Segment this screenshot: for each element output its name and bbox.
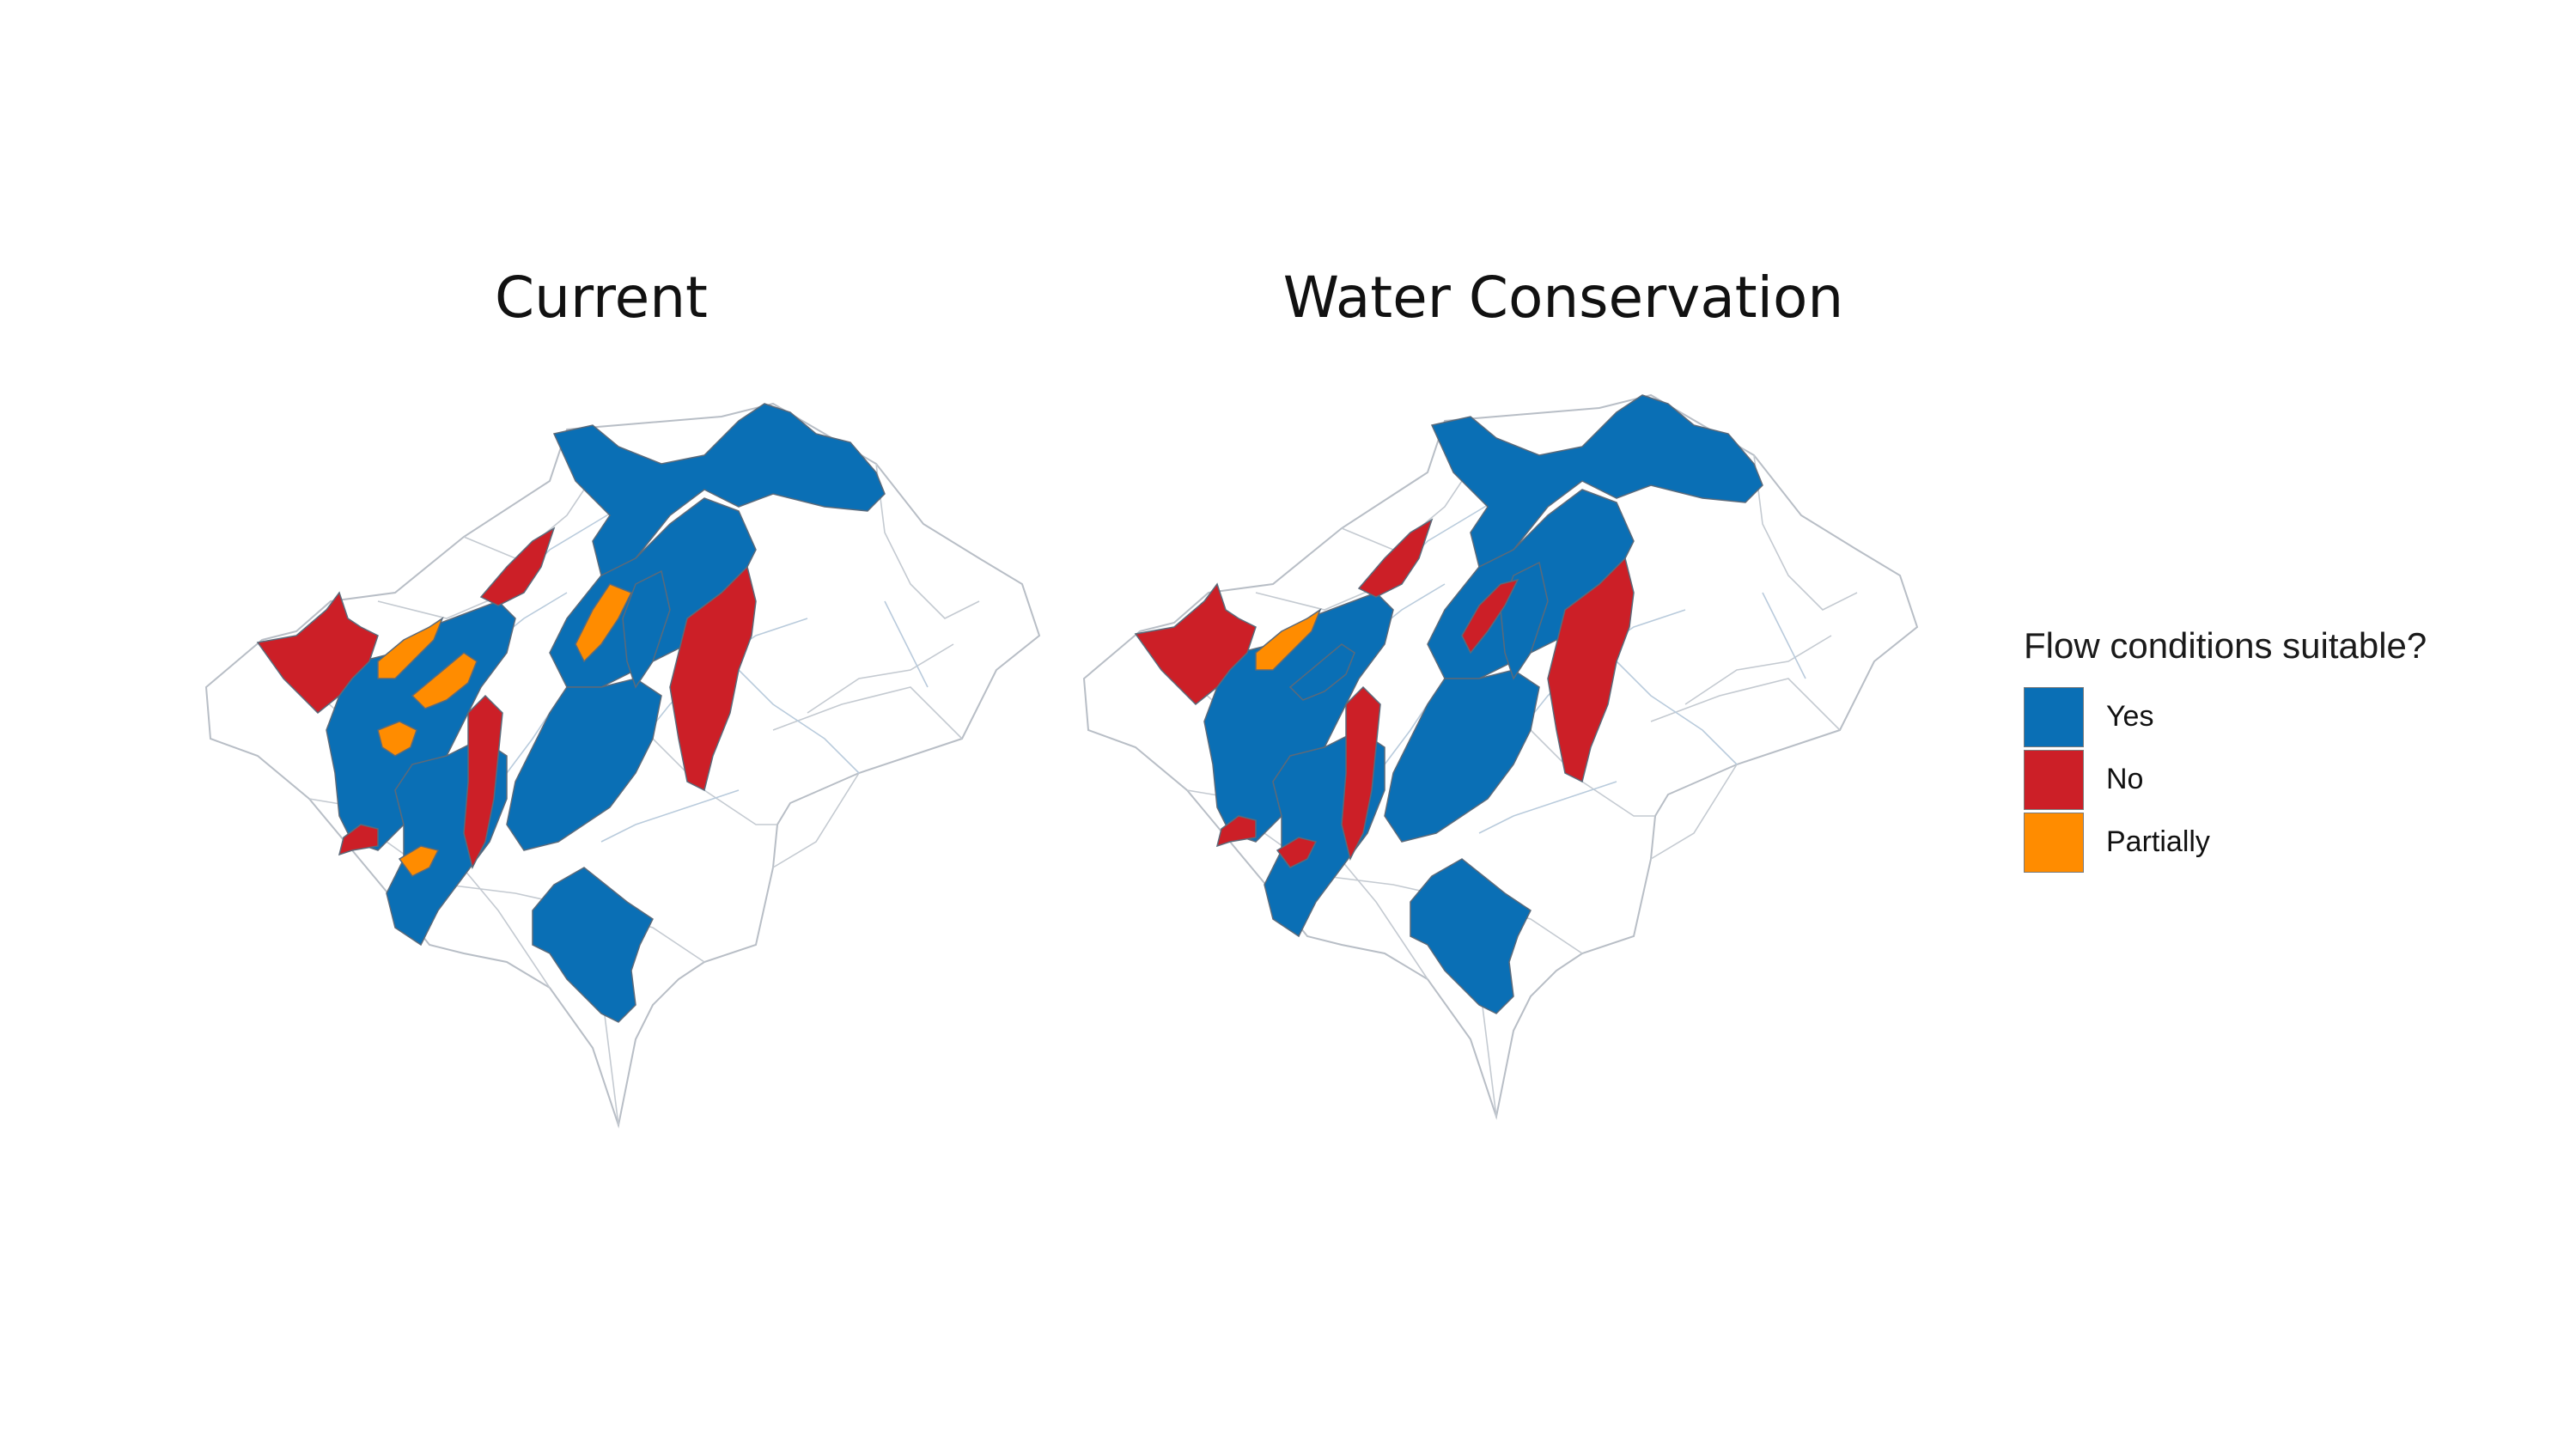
map-water-conservation — [1082, 393, 1919, 1120]
legend-label-yes: Yes — [2106, 700, 2154, 733]
legend-swatch-no — [2024, 749, 2084, 810]
legend-item-yes: Yes — [2024, 685, 2505, 748]
region-north-no — [479, 527, 556, 606]
region-mid-no — [1341, 685, 1381, 861]
region-west-no — [256, 591, 379, 715]
region-south-yes — [1410, 858, 1532, 1014]
region-ne-yes — [552, 403, 886, 577]
region-center2-yes — [506, 678, 662, 851]
region-sw-no — [1215, 815, 1257, 848]
region-nw-yes — [1288, 643, 1355, 701]
region-west-no — [1134, 582, 1257, 706]
legend-item-no: No — [2024, 748, 2505, 811]
region-east-yes — [622, 569, 671, 689]
legend-swatch-yes — [2024, 686, 2084, 747]
region-sw-no — [338, 824, 379, 856]
region-east-no — [669, 565, 757, 792]
panel-title-water-conservation: Water Conservation — [1282, 265, 1844, 331]
legend-label-partially: Partially — [2106, 825, 2210, 858]
region-nw-partially — [377, 617, 444, 679]
region-ne-partially — [575, 583, 633, 663]
region-inner-partially — [377, 721, 417, 757]
map-current — [204, 402, 1041, 1129]
region-nw-partially — [1255, 608, 1322, 671]
legend-title: Flow conditions suitable? — [2024, 625, 2427, 666]
map-legend: Flow conditions suitable? Yes No Partial… — [2024, 625, 2505, 874]
region-north-no — [1357, 518, 1434, 598]
region-south-partially — [398, 845, 440, 877]
legend-swatch-partially — [2024, 812, 2084, 873]
region-south-yes — [532, 867, 654, 1023]
legend-label-no: No — [2106, 763, 2144, 795]
region-mid-no — [463, 694, 503, 870]
panel-title-current: Current — [495, 265, 708, 331]
legend-item-partially: Partially — [2024, 811, 2505, 874]
region-ne-yes — [1430, 394, 1763, 569]
region-south-no — [1276, 837, 1318, 868]
region-center-partially — [411, 652, 478, 709]
region-center2-yes — [1384, 669, 1540, 843]
region-east-no — [1547, 557, 1635, 783]
region-ne-no — [1461, 578, 1519, 654]
